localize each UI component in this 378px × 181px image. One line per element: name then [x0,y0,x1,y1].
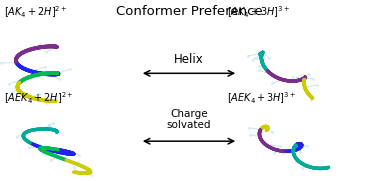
Text: $[AEK_4+3H]^{3+}$: $[AEK_4+3H]^{3+}$ [227,90,296,106]
Text: $[AK_4+3H]^{3+}$: $[AK_4+3H]^{3+}$ [227,5,290,20]
Text: Charge
solvated: Charge solvated [167,109,211,130]
Text: Conformer Preference: Conformer Preference [116,5,262,18]
Text: $[AK_4+2H]^{2+}$: $[AK_4+2H]^{2+}$ [4,5,67,20]
Text: Helix: Helix [174,53,204,66]
Text: $[AEK_4+2H]^{2+}$: $[AEK_4+2H]^{2+}$ [4,90,73,106]
